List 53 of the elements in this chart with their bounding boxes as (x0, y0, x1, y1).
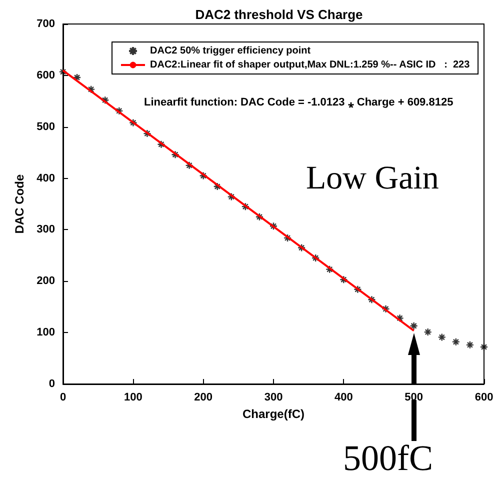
y-tick-label: 0 (48, 378, 55, 390)
y-tick-label: 300 (36, 224, 55, 236)
point (157, 140, 166, 148)
point (297, 244, 306, 252)
point (396, 314, 404, 322)
point (101, 96, 110, 104)
chart-title: DAC2 threshold VS Charge (195, 7, 363, 22)
x-tick-label: 100 (124, 392, 142, 404)
legend-label: DAC2 50% trigger efficiency point (150, 46, 312, 56)
y-tick-label: 100 (36, 326, 55, 339)
point (382, 304, 390, 314)
legend-label: DAC2:Linear fit of shaper output,Max DNL:1.259 %-- ASIC ID : 223 (150, 60, 470, 70)
annotation: Low Gain (306, 160, 439, 196)
point (340, 276, 348, 284)
y-axis-title: DAC Code (12, 174, 27, 234)
y-tick-label: 400 (36, 172, 55, 184)
point (171, 150, 180, 159)
point (255, 212, 264, 221)
point (213, 182, 222, 191)
point (424, 328, 432, 336)
point (368, 296, 376, 304)
x-tick-label: 0 (60, 392, 66, 404)
x-tick-label: 300 (264, 392, 283, 404)
point (129, 118, 138, 127)
point (326, 265, 334, 274)
y-tick-label: 200 (36, 275, 55, 288)
point (466, 340, 474, 350)
point (58, 68, 68, 76)
point (86, 85, 96, 94)
annotation: Linearfit function: DAC Code = -1.0123 ⁎ Charge + 609.8125 (144, 96, 454, 108)
x-axis-title: Charge(fC) (242, 406, 304, 421)
point (199, 172, 208, 180)
point (269, 222, 278, 230)
y-tick-label: 500 (36, 120, 55, 133)
text: 500fC (343, 438, 433, 478)
point (410, 322, 418, 330)
point (480, 342, 488, 352)
y-tick-label: 700 (36, 18, 55, 30)
point (227, 192, 236, 201)
point (438, 333, 446, 342)
point (115, 106, 124, 116)
point (241, 202, 250, 211)
point (283, 234, 292, 242)
point (185, 161, 194, 170)
x-tick-label: 200 (194, 392, 213, 404)
point (143, 129, 152, 138)
x-tick-label: 600 (474, 392, 494, 404)
y-tick-label: 600 (36, 69, 55, 82)
point (312, 254, 320, 262)
x-tick-label: 500 (404, 392, 424, 404)
point (354, 285, 362, 294)
point (452, 338, 460, 346)
x-tick-label: 400 (334, 392, 353, 404)
